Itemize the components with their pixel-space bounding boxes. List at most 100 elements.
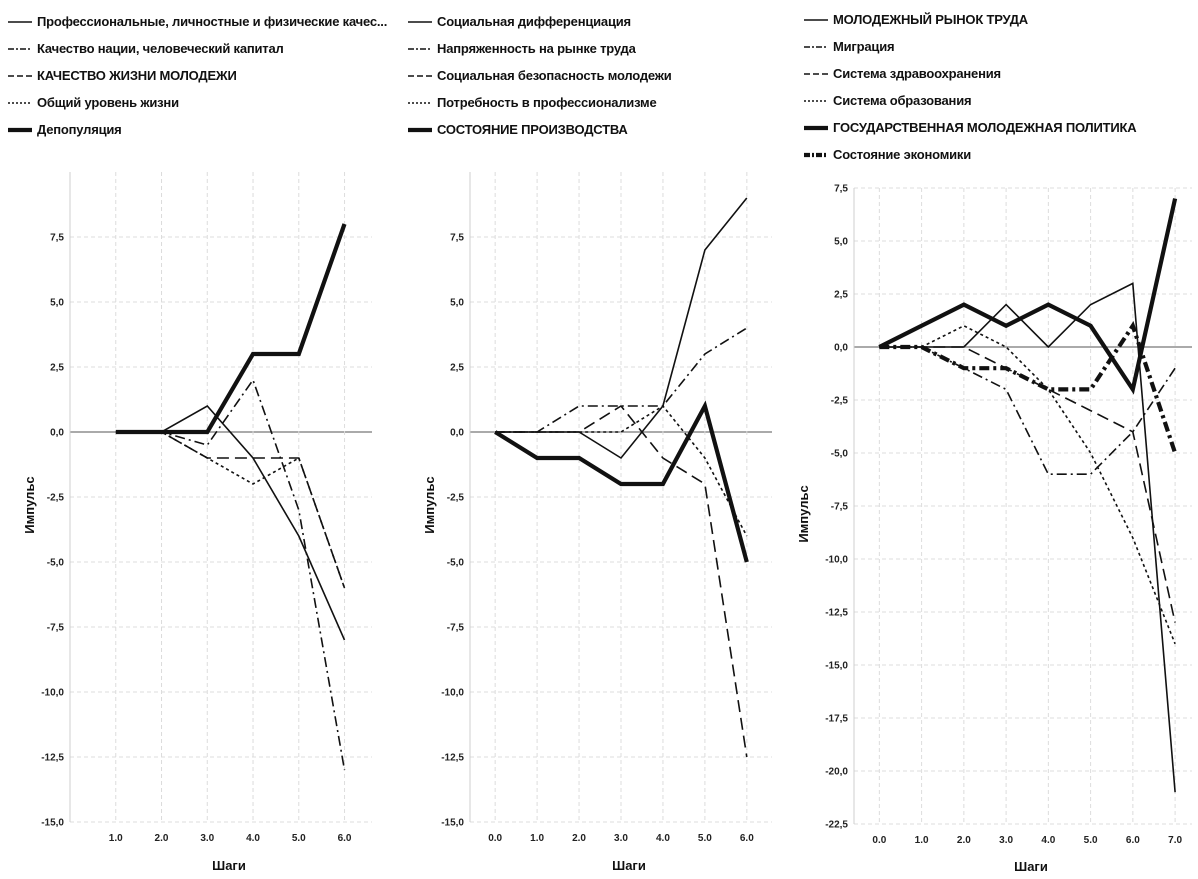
series-line: [115, 404, 346, 641]
y-tick-label: -20,0: [825, 767, 848, 778]
series-line: [879, 324, 1176, 645]
x-tick-label: 6.0: [1126, 835, 1140, 846]
x-tick-label: 2.0: [572, 833, 586, 844]
y-tick-label: -10,0: [41, 688, 64, 699]
legend-swatch: [804, 72, 828, 75]
y-tick-label: -2,5: [47, 493, 65, 504]
y-tick-label: -7,5: [831, 502, 849, 513]
y-tick-label: 5,0: [834, 237, 848, 248]
x-tick-label: 5.0: [1084, 835, 1098, 846]
legend-label: Напряженность на рынке труда: [437, 41, 636, 56]
legend-label: КАЧЕСТВО ЖИЗНИ МОЛОДЕЖИ: [37, 68, 237, 83]
legend-entry: Качество нации, человеческий капитал: [8, 35, 387, 62]
legend-entry: Миграция: [804, 33, 1136, 60]
legend-entry: Система образования: [804, 87, 1136, 114]
y-tick-label: 0,0: [834, 343, 848, 354]
legend-label: ГОСУДАРСТВЕННАЯ МОЛОДЕЖНАЯ ПОЛИТИКА: [833, 120, 1137, 135]
series-line: [879, 282, 1176, 793]
x-tick-label: 3.0: [614, 833, 628, 844]
y-tick-label: -5,0: [831, 449, 849, 460]
series-line: [495, 404, 748, 537]
series-line: [494, 400, 749, 563]
legend-swatch: [408, 101, 432, 104]
legend-swatch: [8, 20, 32, 23]
series-line: [115, 431, 346, 589]
legend-label: Общий уровень жизни: [37, 95, 179, 110]
legend-swatch: [408, 20, 432, 23]
x-axis-title: Шаги: [1014, 859, 1048, 874]
y-tick-label: -7,5: [447, 623, 465, 634]
series-line: [879, 346, 1176, 476]
x-tick-label: 4.0: [1041, 835, 1055, 846]
legend-label: Система здравоохранения: [833, 66, 1001, 81]
legend-swatch: [8, 101, 32, 104]
chart-panel-1: Профессиональные, личностные и физически…: [0, 0, 392, 879]
chart-panel-3: МОЛОДЕЖНЫЙ РЫНОК ТРУДА Миграция Система зд…: [796, 0, 1198, 879]
y-tick-label: -10,0: [825, 555, 848, 566]
legend-label: Миграция: [833, 39, 895, 54]
legend-entry: Состояние экономики: [804, 141, 1136, 168]
x-tick-label: 3.0: [999, 835, 1013, 846]
legend-entry: МОЛОДЕЖНЫЙ РЫНОК ТРУДА: [804, 6, 1136, 33]
y-tick-label: -12,5: [41, 753, 64, 764]
legend-label: Социальная дифференциация: [437, 14, 631, 29]
x-tick-label: 6.0: [740, 833, 754, 844]
line-chart: 7,5 5,0 2,5 0,0 -2,5 -5,0 -7,5 -10,0 -12,5 -15,0 -…: [796, 184, 1192, 874]
y-tick-label: 7,5: [50, 233, 64, 244]
legend-label: Потребность в профессионализме: [437, 95, 657, 110]
y-tick-label: -22,5: [825, 820, 848, 831]
legend-entry: Социальная безопасность молодежи: [408, 62, 672, 89]
y-tick-label: -2,5: [447, 493, 465, 504]
legend-entry: Профессиональные, личностные и физически…: [8, 8, 387, 35]
x-axis-title: Шаги: [612, 858, 646, 873]
y-tick-label: 7,5: [834, 184, 848, 195]
x-tick-label: 2.0: [155, 833, 169, 844]
legend-entry: Общий уровень жизни: [8, 89, 387, 116]
y-axis-title: Импульс: [796, 485, 811, 542]
legend-swatch: [804, 152, 828, 157]
chart-panel-2: Социальная дифференциация Напряженность н…: [400, 0, 792, 879]
y-tick-label: 7,5: [450, 233, 464, 244]
x-tick-label: 5.0: [292, 833, 306, 844]
x-tick-label: 4.0: [246, 833, 260, 844]
legend-entry: Депопуляция: [8, 116, 387, 143]
y-tick-label: -17,5: [825, 714, 848, 725]
x-tick-label: 6.0: [338, 833, 352, 844]
y-tick-label: 2,5: [50, 363, 64, 374]
legend-entry: Система здравоохранения: [804, 60, 1136, 87]
legend-entry: КАЧЕСТВО ЖИЗНИ МОЛОДЕЖИ: [8, 62, 387, 89]
legend-label: СОСТОЯНИЕ ПРОИЗВОДСТВА: [437, 122, 628, 137]
x-tick-label: 1.0: [109, 833, 123, 844]
legend-swatch: [804, 99, 828, 102]
chart-legend: Социальная дифференциация Напряженность н…: [408, 8, 672, 143]
legend-entry: СОСТОЯНИЕ ПРОИЗВОДСТВА: [408, 116, 672, 143]
y-tick-label: 5,0: [450, 298, 464, 309]
y-tick-label: -15,0: [825, 661, 848, 672]
x-tick-label: 1.0: [530, 833, 544, 844]
series-line: [115, 223, 347, 435]
line-chart: 7,5 5,0 2,5 0,0 -2,5 -5,0 -7,5 -10,0 -12,5 -15,0 1…: [22, 172, 372, 873]
x-tick-label: 0.0: [872, 835, 886, 846]
x-tick-label: 5.0: [698, 833, 712, 844]
x-tick-label: 0.0: [488, 833, 502, 844]
legend-swatch: [804, 125, 828, 130]
x-tick-label: 7.0: [1168, 835, 1182, 846]
legend-entry: Напряженность на рынке труда: [408, 35, 672, 62]
y-tick-label: -15,0: [41, 818, 64, 829]
legend-swatch: [8, 127, 32, 132]
x-tick-label: 3.0: [200, 833, 214, 844]
y-tick-label: 2,5: [834, 290, 848, 301]
legend-label: Профессиональные, личностные и физически…: [37, 14, 388, 29]
chart-legend: МОЛОДЕЖНЫЙ РЫНОК ТРУДА Миграция Система зд…: [804, 6, 1137, 168]
series-line: [115, 378, 346, 771]
y-tick-label: -2,5: [831, 396, 849, 407]
legend-swatch: [804, 45, 828, 48]
legend-entry: ГОСУДАРСТВЕННАЯ МОЛОДЕЖНАЯ ПОЛИТИКА: [804, 114, 1137, 141]
legend-label: Система образования: [833, 93, 972, 108]
legend-swatch: [804, 18, 828, 21]
legend-label: Качество нации, человеческий капитал: [37, 41, 284, 56]
legend-swatch: [408, 127, 432, 132]
legend-swatch: [408, 74, 432, 77]
legend-label: МОЛОДЕЖНЫЙ РЫНОК ТРУДА: [833, 12, 1028, 27]
y-tick-label: -7,5: [47, 623, 65, 634]
